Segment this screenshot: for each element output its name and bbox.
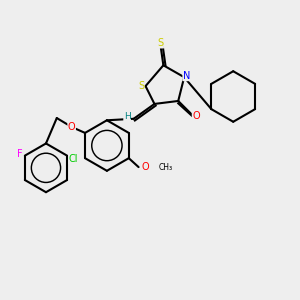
Text: S: S (138, 81, 144, 91)
Text: O: O (68, 122, 76, 132)
Text: CH₃: CH₃ (158, 163, 172, 172)
Text: Cl: Cl (69, 154, 78, 164)
Text: O: O (142, 162, 149, 172)
Text: N: N (183, 71, 190, 81)
Text: S: S (157, 38, 164, 48)
Text: O: O (192, 111, 200, 121)
Text: F: F (17, 149, 22, 159)
Text: H: H (124, 112, 130, 121)
